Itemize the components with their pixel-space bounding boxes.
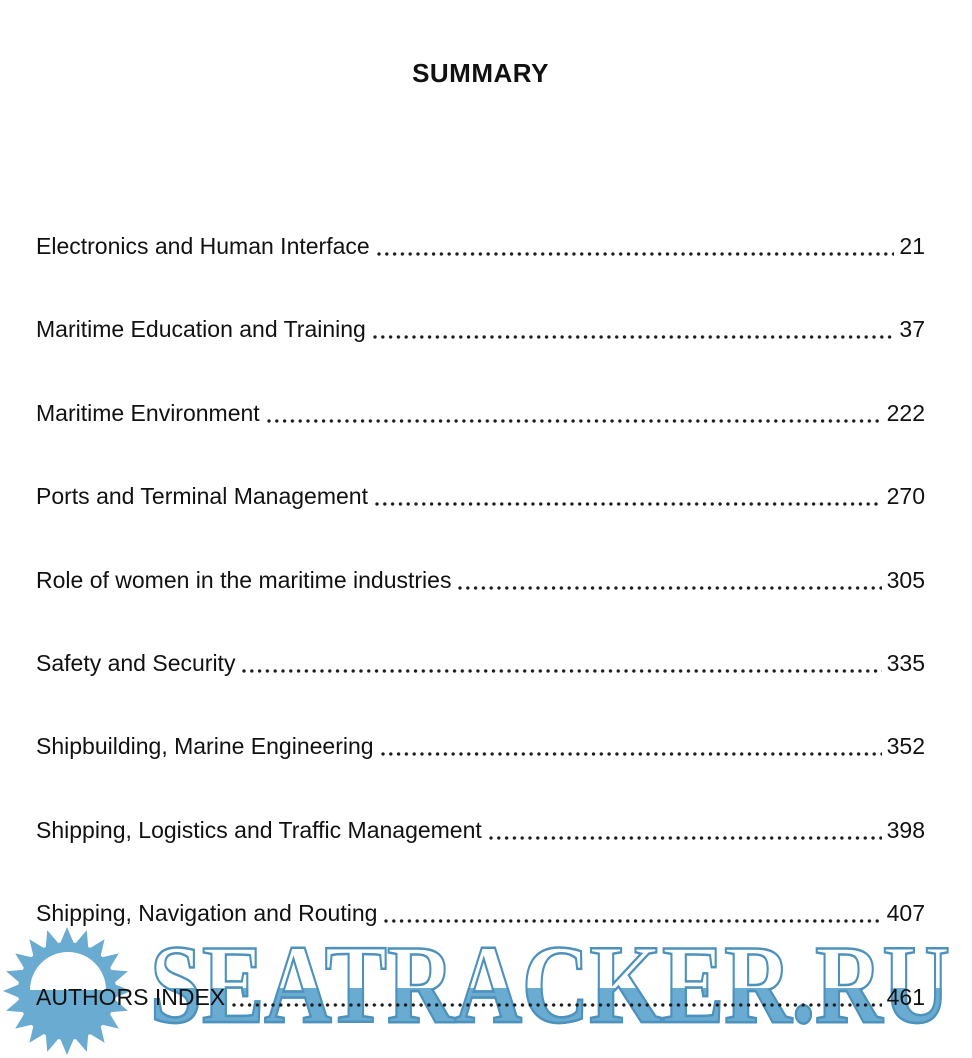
dot-leader xyxy=(372,335,895,340)
toc-entry: AUTHORS INDEX 461 xyxy=(36,983,925,1011)
toc-entry: Maritime Environment 222 xyxy=(36,399,925,427)
toc-entry-title: Shipbuilding, Marine Engineering xyxy=(36,733,374,760)
dot-leader xyxy=(242,668,882,673)
seatracker-watermark: SEATRACKER.RU SEATRACKER.RU xyxy=(3,922,951,1055)
sun-logo xyxy=(3,927,131,1055)
toc-entry: Shipbuilding, Marine Engineering 352 xyxy=(36,732,925,760)
toc-entry-page: 21 xyxy=(899,233,925,259)
toc-entry: Electronics and Human Interface 21 xyxy=(36,232,925,260)
dot-leader xyxy=(384,919,882,924)
toc-entry-title: Ports and Terminal Management xyxy=(36,483,368,510)
toc-entry-page: 270 xyxy=(886,483,925,510)
page-title: SUMMARY xyxy=(412,58,549,88)
toc-entry-title: AUTHORS INDEX xyxy=(36,983,226,1010)
toc-entry: Maritime Education and Training 37 xyxy=(36,315,925,343)
dot-leader xyxy=(380,752,882,757)
toc-entry: Shipping, Navigation and Routing 407 xyxy=(36,899,925,927)
toc-entry: Safety and Security 335 xyxy=(36,649,925,677)
dot-leader xyxy=(374,502,882,507)
toc-entry-title: Shipping, Logistics and Traffic Manageme… xyxy=(36,816,482,843)
toc-entry-page: 305 xyxy=(886,566,925,593)
dot-leader xyxy=(458,585,882,590)
toc-entry-title: Maritime Education and Training xyxy=(36,316,366,343)
toc-entry-page: 398 xyxy=(886,816,925,843)
toc-entry-page: 407 xyxy=(886,900,925,927)
watermark-text-fill: SEATRACKER.RU xyxy=(150,923,950,1047)
table-of-contents: Electronics and Human Interface 21 Marit… xyxy=(36,232,925,1011)
document-content: SUMMARY Electronics and Human Interface … xyxy=(36,58,925,1011)
toc-entry-title: Shipping, Navigation and Routing xyxy=(36,900,378,927)
toc-entry: Role of women in the maritime industries… xyxy=(36,566,925,594)
dot-leader xyxy=(376,252,895,256)
toc-entry-title: Maritime Environment xyxy=(36,399,260,426)
toc-entry-page: 37 xyxy=(899,316,925,343)
toc-entry-page: 352 xyxy=(886,733,925,760)
toc-entry: Ports and Terminal Management 270 xyxy=(36,482,925,510)
toc-entry-title: Role of women in the maritime industries xyxy=(36,566,452,593)
dot-leader xyxy=(488,835,882,840)
dot-leader xyxy=(266,418,882,423)
toc-entry-title: Electronics and Human Interface xyxy=(36,233,370,259)
sun-dome-icon xyxy=(30,952,106,990)
toc-entry: Shipping, Logistics and Traffic Manageme… xyxy=(36,816,925,844)
toc-entry-page: 222 xyxy=(886,399,925,426)
toc-entry-page: 335 xyxy=(886,649,925,676)
toc-entry-title: Safety and Security xyxy=(36,649,236,676)
toc-entry-page: 461 xyxy=(886,983,925,1010)
dot-leader xyxy=(232,1002,882,1007)
watermark-text-outline: SEATRACKER.RU xyxy=(150,923,950,1047)
